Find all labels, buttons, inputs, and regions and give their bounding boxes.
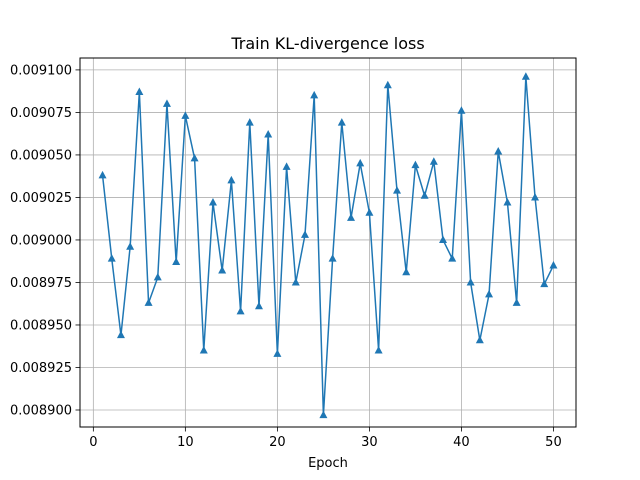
y-tick-label: 0.008975: [10, 276, 72, 291]
x-tick-label: 10: [177, 435, 194, 450]
x-tick-label: 0: [89, 435, 97, 450]
y-axis-ticks: 0.008900 0.008925 0.008950 0.008975 0.009000…: [10, 63, 80, 418]
series-markers: [98, 72, 558, 419]
data-point-marker: [153, 272, 162, 281]
data-point-marker: [208, 198, 217, 206]
data-point-marker: [319, 410, 328, 419]
data-point-marker: [466, 277, 475, 286]
data-point-marker: [337, 118, 346, 126]
x-axis-label: Epoch: [308, 456, 348, 471]
data-point-marker: [172, 257, 181, 266]
x-axis-ticks: 0 10 20 30 40 50: [89, 427, 562, 450]
y-tick-label: 0.008900: [10, 403, 72, 418]
x-tick-label: 20: [269, 435, 286, 450]
data-point-marker: [254, 301, 263, 310]
data-point-marker: [420, 191, 429, 199]
y-tick-label: 0.008925: [10, 361, 72, 376]
data-point-marker: [503, 198, 512, 206]
data-point-marker: [236, 306, 245, 315]
data-line: [101, 75, 555, 416]
data-point-marker: [402, 267, 411, 276]
data-point-marker: [356, 158, 365, 167]
data-point-marker: [107, 254, 116, 262]
data-point-marker: [135, 87, 144, 96]
data-point-marker: [429, 157, 438, 165]
data-point-marker: [485, 289, 494, 298]
data-point-marker: [549, 260, 558, 269]
chart-title: Train KL-divergence loss: [230, 34, 424, 53]
data-point-marker: [531, 192, 540, 201]
data-point-marker: [310, 90, 319, 99]
series-line: [101, 75, 555, 416]
data-point-marker: [365, 208, 374, 216]
data-point-marker: [411, 160, 420, 169]
data-point-marker: [245, 118, 254, 126]
data-point-marker: [393, 186, 402, 194]
data-point-marker: [475, 335, 484, 344]
data-point-marker: [374, 345, 383, 354]
data-point-marker: [347, 213, 356, 221]
data-point-marker: [439, 235, 448, 243]
y-tick-label: 0.009025: [10, 191, 72, 206]
data-point-marker: [540, 279, 549, 288]
data-point-marker: [199, 345, 208, 354]
data-point-marker: [162, 99, 171, 107]
data-point-marker: [227, 175, 236, 184]
grid-lines: [80, 58, 576, 427]
data-point-marker: [383, 80, 392, 89]
data-point-marker: [116, 330, 125, 339]
y-tick-label: 0.008950: [10, 318, 72, 333]
x-tick-label: 30: [361, 435, 378, 450]
data-point-marker: [190, 153, 199, 162]
data-point-marker: [512, 298, 521, 306]
data-point-marker: [494, 147, 503, 155]
y-tick-label: 0.009050: [10, 148, 72, 163]
data-point-marker: [328, 254, 337, 262]
data-point-marker: [521, 72, 530, 80]
data-point-marker: [144, 298, 153, 306]
data-point-marker: [181, 111, 190, 119]
data-point-marker: [300, 230, 309, 238]
data-point-marker: [448, 254, 457, 262]
y-tick-label: 0.009075: [10, 106, 72, 121]
data-point-marker: [264, 130, 273, 138]
x-tick-label: 50: [545, 435, 562, 450]
y-tick-label: 0.009000: [10, 233, 72, 248]
x-tick-label: 40: [453, 435, 470, 450]
y-tick-label: 0.009100: [10, 63, 72, 78]
data-point-marker: [98, 170, 107, 179]
data-point-marker: [218, 266, 227, 274]
data-point-marker: [273, 349, 282, 357]
plot-frame: [79, 57, 577, 428]
data-point-marker: [282, 162, 291, 170]
data-point-marker: [291, 277, 300, 286]
data-point-marker: [126, 242, 135, 250]
data-point-marker: [457, 106, 466, 114]
